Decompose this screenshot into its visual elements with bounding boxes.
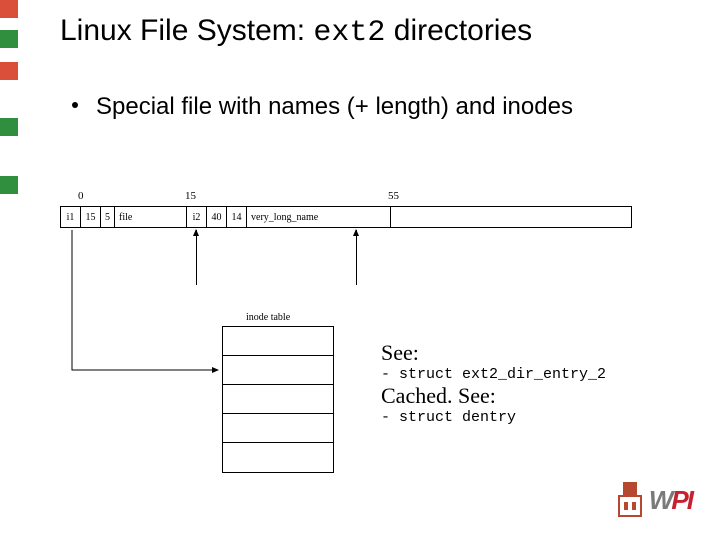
wpi-logo: WPI	[615, 480, 692, 520]
bullet-dot	[72, 102, 78, 108]
deco-square	[0, 118, 18, 136]
see-title: See:	[381, 340, 606, 366]
arrow-down-long	[60, 190, 360, 490]
deco-square	[0, 0, 18, 18]
dir-cell	[391, 207, 631, 227]
bullet-text: Special file with names (+ length) and i…	[96, 92, 696, 122]
cached-title: Cached. See:	[381, 383, 606, 409]
see-code: - struct dentry	[381, 409, 606, 426]
slide-title: Linux File System: ext2 directories	[60, 14, 532, 50]
scale-tick: 55	[388, 190, 399, 202]
deco-square	[0, 30, 18, 48]
title-prefix: Linux File System:	[60, 14, 313, 47]
wpi-seal-icon	[615, 480, 645, 520]
deco-square	[0, 62, 18, 80]
logo-text: WPI	[649, 485, 692, 516]
title-mono: ext2	[313, 16, 385, 50]
deco-square	[0, 176, 18, 194]
see-code: - struct ext2_dir_entry_2	[381, 366, 606, 383]
see-block: See: - struct ext2_dir_entry_2 Cached. S…	[381, 340, 606, 426]
title-suffix: directories	[385, 14, 532, 47]
